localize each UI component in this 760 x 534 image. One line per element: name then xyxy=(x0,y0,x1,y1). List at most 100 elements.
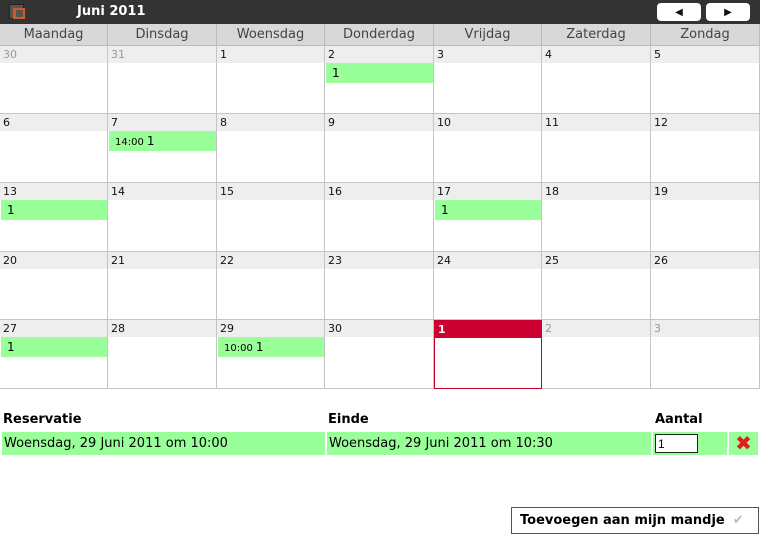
day-number: 1 xyxy=(435,321,541,338)
day-cell[interactable]: 24 xyxy=(434,252,542,320)
day-cell[interactable]: 3 xyxy=(434,46,542,114)
day-number: 2 xyxy=(542,320,650,337)
day-number: 15 xyxy=(217,183,324,200)
quantity-input[interactable] xyxy=(655,434,698,453)
day-number: 22 xyxy=(217,252,324,269)
event-bar[interactable]: 1 xyxy=(435,200,541,220)
add-to-basket-button[interactable]: Toevoegen aan mijn mandje ✔ xyxy=(511,507,759,534)
day-number: 13 xyxy=(0,183,107,200)
day-number: 2 xyxy=(325,46,433,63)
day-cell[interactable]: 11 xyxy=(542,114,651,183)
day-cell[interactable]: 1 xyxy=(217,46,325,114)
event-bar[interactable]: 1 xyxy=(1,200,107,220)
day-cell[interactable]: 3 xyxy=(651,320,760,389)
event-bar[interactable]: 1 xyxy=(1,337,107,357)
day-cell[interactable]: 27 1 xyxy=(0,320,108,389)
day-number: 12 xyxy=(651,114,759,131)
day-cell[interactable]: 7 14:00 1 xyxy=(108,114,217,183)
day-cell[interactable]: 21 xyxy=(108,252,217,320)
day-cell[interactable]: 6 xyxy=(0,114,108,183)
event-bar[interactable]: 1 xyxy=(326,63,433,83)
event-count: 1 xyxy=(146,134,155,148)
calendar-grid: Maandag Dinsdag Woensdag Donderdag Vrijdag Za… xyxy=(0,24,760,390)
weekday-header: Woensdag xyxy=(217,24,325,46)
day-cell[interactable]: 30 xyxy=(325,320,434,389)
day-cell[interactable]: 16 xyxy=(325,183,434,252)
day-cell[interactable]: 8 xyxy=(217,114,325,183)
reservation-end: Woensdag, 29 Juni 2011 om 10:30 xyxy=(327,432,651,455)
day-cell[interactable]: 15 xyxy=(217,183,325,252)
top-bar: Juni 2011 ◀ ▶ xyxy=(0,0,760,24)
day-cell[interactable]: 25 xyxy=(542,252,651,320)
event-count: 1 xyxy=(7,340,15,354)
day-number: 10 xyxy=(434,114,541,131)
weekday-header: Donderdag xyxy=(325,24,434,46)
day-cell[interactable]: 31 xyxy=(108,46,217,114)
day-cell[interactable]: 9 xyxy=(325,114,434,183)
triangle-left-icon: ◀ xyxy=(675,6,683,18)
day-cell[interactable]: 23 xyxy=(325,252,434,320)
event-bar[interactable]: 14:00 1 xyxy=(109,131,216,151)
day-cell[interactable]: 29 10:00 1 xyxy=(217,320,325,389)
delete-reservation-button[interactable]: ✖ xyxy=(729,432,758,455)
day-cell[interactable]: 26 xyxy=(651,252,760,320)
day-cell[interactable]: 20 xyxy=(0,252,108,320)
event-bar[interactable]: 10:00 1 xyxy=(218,337,324,357)
day-cell[interactable]: 10 xyxy=(434,114,542,183)
day-number: 30 xyxy=(0,46,107,63)
day-number: 11 xyxy=(542,114,650,131)
event-time: 14:00 xyxy=(115,137,144,148)
month-title: Juni 2011 xyxy=(77,4,146,19)
event-count: 1 xyxy=(441,203,449,217)
checkmark-icon: ✔ xyxy=(732,513,744,528)
day-number: 23 xyxy=(325,252,433,269)
day-number: 14 xyxy=(108,183,216,200)
event-count: 1 xyxy=(7,203,15,217)
day-cell[interactable]: 4 xyxy=(542,46,651,114)
day-number: 28 xyxy=(108,320,216,337)
day-number: 7 xyxy=(108,114,216,131)
prev-month-button[interactable]: ◀ xyxy=(657,3,701,21)
day-cell[interactable]: 5 xyxy=(651,46,760,114)
day-number: 19 xyxy=(651,183,759,200)
header-quantity: Aantal xyxy=(655,412,703,427)
day-number: 5 xyxy=(651,46,759,63)
day-cell-today[interactable]: 1 xyxy=(434,320,542,389)
reservation-start: Woensdag, 29 Juni 2011 om 10:00 xyxy=(2,432,325,455)
day-cell[interactable]: 19 xyxy=(651,183,760,252)
weekday-header: Dinsdag xyxy=(108,24,217,46)
day-cell[interactable]: 14 xyxy=(108,183,217,252)
day-number: 21 xyxy=(108,252,216,269)
day-number: 17 xyxy=(434,183,541,200)
day-number: 4 xyxy=(542,46,650,63)
event-count: 1 xyxy=(332,66,340,80)
day-cell[interactable]: 2 xyxy=(542,320,651,389)
day-cell[interactable]: 30 xyxy=(0,46,108,114)
day-number: 20 xyxy=(0,252,107,269)
day-number: 3 xyxy=(434,46,541,63)
header-end: Einde xyxy=(328,412,369,427)
weekday-header: Vrijdag xyxy=(434,24,542,46)
day-number: 16 xyxy=(325,183,433,200)
day-number: 6 xyxy=(0,114,107,131)
close-icon: ✖ xyxy=(735,431,752,455)
day-cell[interactable]: 18 xyxy=(542,183,651,252)
day-cell[interactable]: 28 xyxy=(108,320,217,389)
day-number: 8 xyxy=(217,114,324,131)
day-cell[interactable]: 13 1 xyxy=(0,183,108,252)
day-cell[interactable]: 12 xyxy=(651,114,760,183)
day-number: 31 xyxy=(108,46,216,63)
event-time: 10:00 xyxy=(224,343,253,354)
day-cell[interactable]: 22 xyxy=(217,252,325,320)
weekday-header: Zondag xyxy=(651,24,760,46)
next-month-button[interactable]: ▶ xyxy=(706,3,750,21)
day-number: 24 xyxy=(434,252,541,269)
weekday-header: Zaterdag xyxy=(542,24,651,46)
day-cell[interactable]: 17 1 xyxy=(434,183,542,252)
day-number: 29 xyxy=(217,320,324,337)
event-count: 1 xyxy=(255,340,264,354)
day-number: 25 xyxy=(542,252,650,269)
add-to-basket-label: Toevoegen aan mijn mandje xyxy=(520,513,725,528)
weekday-header: Maandag xyxy=(0,24,108,46)
